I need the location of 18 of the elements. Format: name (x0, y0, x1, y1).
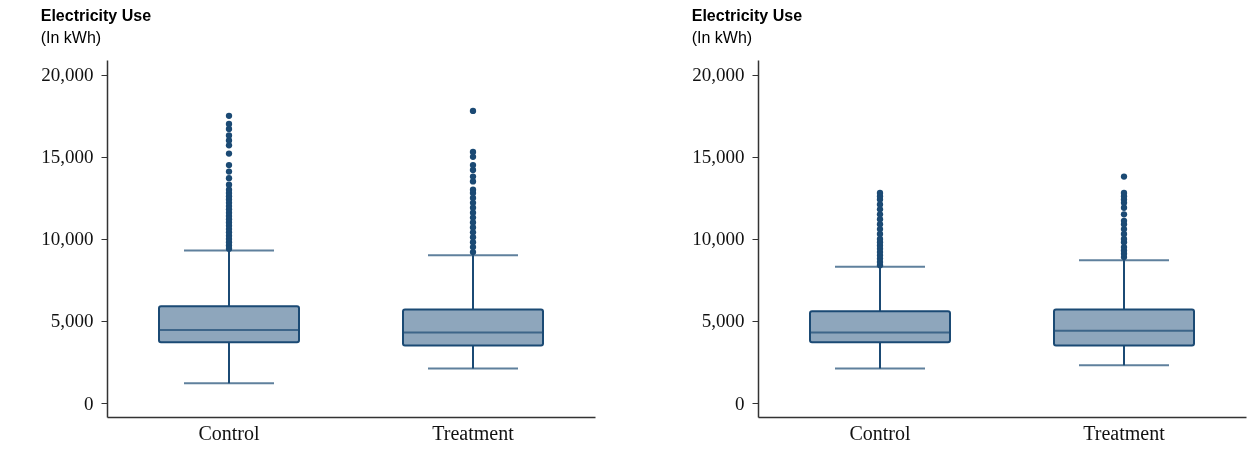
x-tick-label: Control (198, 421, 260, 444)
chart-subtitle: (In kWh) (40, 29, 102, 46)
y-tick-label: 10,000 (692, 228, 745, 250)
y-tick-label: 0 (84, 392, 94, 414)
chart-title: Electricity Use (691, 7, 803, 24)
x-tick-label: Treatment (1083, 421, 1166, 444)
x-tick-label: Control (849, 421, 911, 444)
chart-title: Electricity Use (40, 7, 152, 24)
chart-subtitle: (In kWh) (691, 29, 753, 46)
y-tick-label: 5,000 (50, 310, 94, 332)
y-tick-label: 0 (735, 392, 745, 414)
y-tick-label: 10,000 (41, 228, 94, 250)
y-tick-label: 5,000 (701, 310, 745, 332)
y-tick-label: 15,000 (692, 146, 745, 168)
y-tick-label: 20,000 (41, 64, 94, 86)
y-tick-label: 15,000 (41, 146, 94, 168)
y-tick-label: 20,000 (692, 64, 745, 86)
x-tick-label: Treatment (432, 421, 515, 444)
